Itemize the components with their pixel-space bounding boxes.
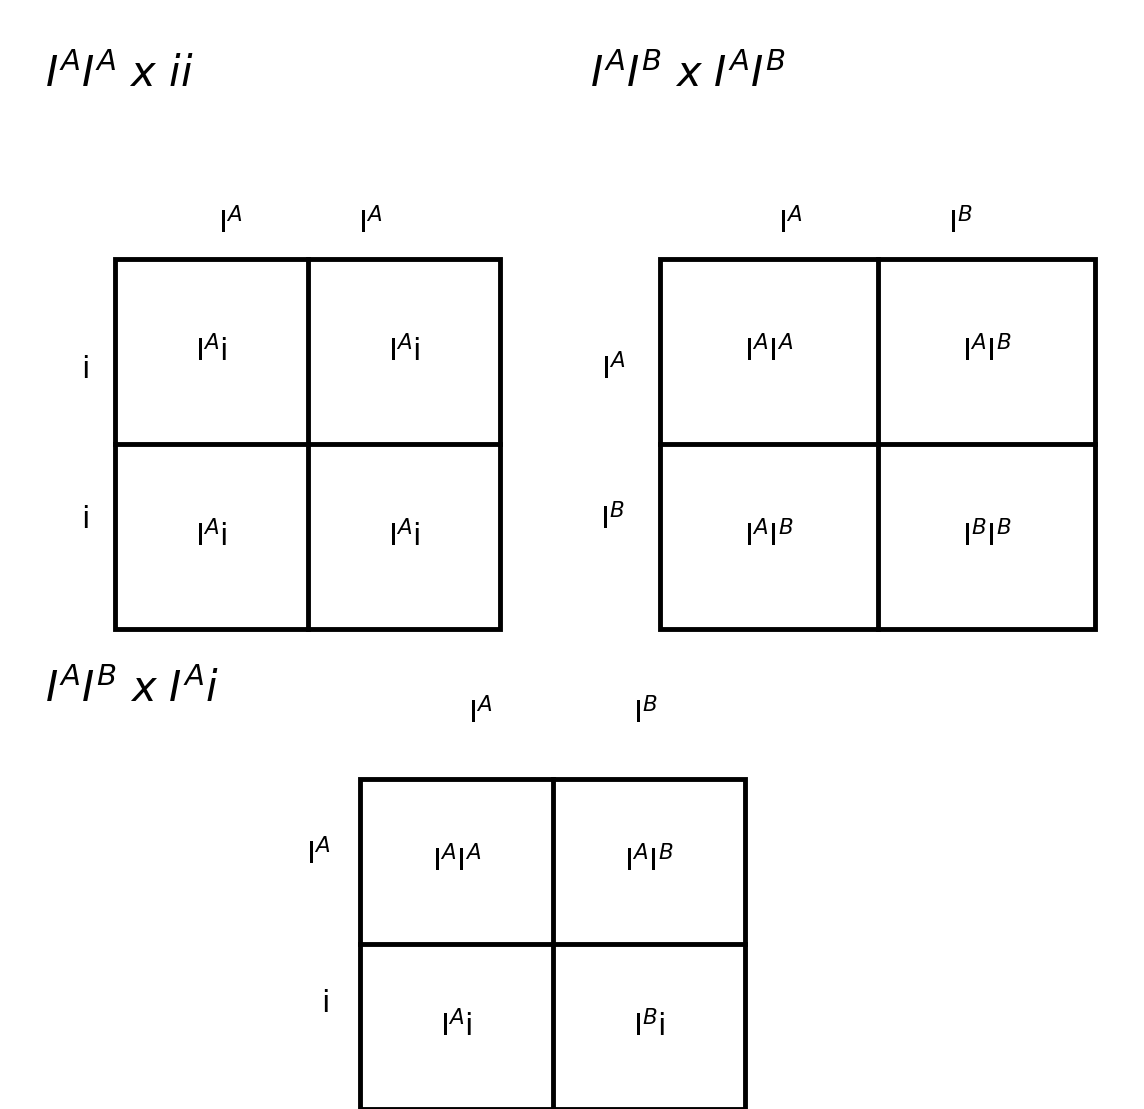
Text: I$^B$: I$^B$ xyxy=(601,502,625,536)
Text: I$^B$: I$^B$ xyxy=(947,206,972,240)
Text: I$^B$: I$^B$ xyxy=(633,696,658,729)
Text: I$^A$: I$^A$ xyxy=(778,206,802,240)
Text: I$^B$I$^B$: I$^B$I$^B$ xyxy=(961,520,1011,552)
Text: I$^A$i: I$^A$i xyxy=(388,335,420,368)
Text: I$^B$i: I$^B$i xyxy=(633,1010,665,1042)
Text: I$^A$I$^A$: I$^A$I$^A$ xyxy=(744,335,793,368)
Bar xyxy=(660,260,1095,629)
Text: I$^A$: I$^A$ xyxy=(217,206,243,240)
Text: I$^A$: I$^A$ xyxy=(358,206,382,240)
Text: I$^A$i: I$^A$i xyxy=(440,1010,472,1042)
Text: $\mathit{I^AI^B}$ x $\mathit{I^Ai}$: $\mathit{I^AI^B}$ x $\mathit{I^Ai}$ xyxy=(45,669,219,711)
Text: I$^A$: I$^A$ xyxy=(305,837,329,871)
Text: $\mathit{I^AI^B}$ x $\mathit{I^AI^B}$: $\mathit{I^AI^B}$ x $\mathit{I^AI^B}$ xyxy=(590,54,786,96)
Bar xyxy=(360,779,745,1109)
Text: I$^A$i: I$^A$i xyxy=(196,520,228,552)
Text: I$^A$: I$^A$ xyxy=(601,353,625,385)
Text: I$^A$: I$^A$ xyxy=(468,696,492,729)
Text: I$^A$I$^B$: I$^A$I$^B$ xyxy=(623,845,674,877)
Text: $\mathit{I^AI^A}$ x $\mathit{ii}$: $\mathit{I^AI^A}$ x $\mathit{ii}$ xyxy=(45,54,193,96)
Text: I$^A$i: I$^A$i xyxy=(388,520,420,552)
Text: i: i xyxy=(81,505,90,533)
Text: I$^A$I$^A$: I$^A$I$^A$ xyxy=(431,845,480,877)
Text: i: i xyxy=(321,989,329,1018)
Text: I$^A$I$^B$: I$^A$I$^B$ xyxy=(744,520,794,552)
Bar xyxy=(116,260,500,629)
Text: I$^A$i: I$^A$i xyxy=(196,335,228,368)
Text: i: i xyxy=(81,355,90,384)
Text: I$^A$I$^B$: I$^A$I$^B$ xyxy=(962,335,1011,368)
